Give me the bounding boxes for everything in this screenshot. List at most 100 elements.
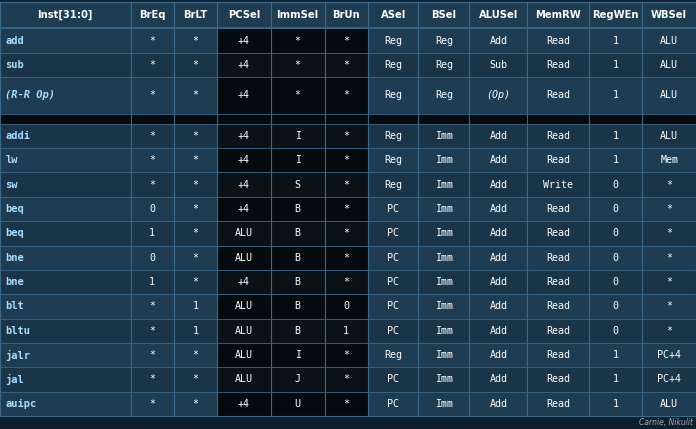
Text: *: * xyxy=(294,36,301,45)
Text: *: * xyxy=(193,399,198,409)
Text: PC: PC xyxy=(387,399,399,409)
Bar xyxy=(0,367,131,392)
Text: PC+4: PC+4 xyxy=(657,350,681,360)
Text: bne: bne xyxy=(5,253,24,263)
Bar xyxy=(469,270,528,294)
Bar xyxy=(589,270,642,294)
Text: BrLT: BrLT xyxy=(183,10,207,20)
Bar xyxy=(367,53,418,77)
Bar xyxy=(528,148,589,172)
Bar xyxy=(469,124,528,148)
Bar xyxy=(174,172,217,197)
Bar xyxy=(174,245,217,270)
Bar xyxy=(589,343,642,367)
Bar xyxy=(367,124,418,148)
Bar xyxy=(174,2,217,28)
Text: *: * xyxy=(343,180,349,190)
Bar xyxy=(217,319,271,343)
Text: Imm: Imm xyxy=(435,131,453,141)
Bar xyxy=(324,124,367,148)
Bar xyxy=(0,148,131,172)
Text: Add: Add xyxy=(489,399,507,409)
Text: ALU: ALU xyxy=(235,375,253,384)
Text: *: * xyxy=(666,302,672,311)
Text: 1: 1 xyxy=(612,131,619,141)
Bar xyxy=(0,270,131,294)
Text: Read: Read xyxy=(546,228,570,239)
Text: 1: 1 xyxy=(612,350,619,360)
Bar xyxy=(589,124,642,148)
Text: 1: 1 xyxy=(193,302,198,311)
Text: 0: 0 xyxy=(343,302,349,311)
Bar xyxy=(131,367,174,392)
Bar xyxy=(367,197,418,221)
Text: MemRW: MemRW xyxy=(535,10,581,20)
Bar xyxy=(174,319,217,343)
Bar xyxy=(324,2,367,28)
Text: *: * xyxy=(193,253,198,263)
Bar xyxy=(271,245,324,270)
Text: Reg: Reg xyxy=(435,91,453,100)
Bar xyxy=(589,77,642,114)
Text: 1: 1 xyxy=(612,155,619,165)
Text: *: * xyxy=(149,60,155,70)
Text: Add: Add xyxy=(489,375,507,384)
Bar xyxy=(217,245,271,270)
Bar xyxy=(174,148,217,172)
Text: 0: 0 xyxy=(612,180,619,190)
Bar xyxy=(469,392,528,416)
Text: *: * xyxy=(294,60,301,70)
Bar xyxy=(528,124,589,148)
Text: *: * xyxy=(149,131,155,141)
Text: 0: 0 xyxy=(612,326,619,336)
Bar xyxy=(324,294,367,319)
Text: *: * xyxy=(149,399,155,409)
Bar xyxy=(324,148,367,172)
Text: 0: 0 xyxy=(612,302,619,311)
Bar xyxy=(217,53,271,77)
Text: Reg: Reg xyxy=(384,350,402,360)
Bar xyxy=(642,343,696,367)
Bar xyxy=(131,294,174,319)
Text: Add: Add xyxy=(489,350,507,360)
Text: Reg: Reg xyxy=(384,180,402,190)
Bar xyxy=(528,172,589,197)
Bar xyxy=(367,2,418,28)
Text: bne: bne xyxy=(5,277,24,287)
Bar xyxy=(271,2,324,28)
Bar xyxy=(418,2,469,28)
Bar xyxy=(528,28,589,53)
Text: lw: lw xyxy=(5,155,17,165)
Bar xyxy=(271,343,324,367)
Text: *: * xyxy=(343,131,349,141)
Text: B: B xyxy=(294,228,301,239)
Text: PC: PC xyxy=(387,277,399,287)
Text: beq: beq xyxy=(5,204,24,214)
Text: *: * xyxy=(193,60,198,70)
Bar xyxy=(367,245,418,270)
Bar xyxy=(528,245,589,270)
Bar xyxy=(367,319,418,343)
Text: +4: +4 xyxy=(238,399,250,409)
Bar xyxy=(528,221,589,245)
Text: Read: Read xyxy=(546,253,570,263)
Bar xyxy=(324,221,367,245)
Bar xyxy=(271,319,324,343)
Bar xyxy=(642,221,696,245)
Bar xyxy=(589,197,642,221)
Bar xyxy=(469,319,528,343)
Text: *: * xyxy=(343,277,349,287)
Text: Reg: Reg xyxy=(384,131,402,141)
Bar xyxy=(131,77,174,114)
Bar xyxy=(0,28,131,53)
Bar xyxy=(418,124,469,148)
Bar xyxy=(217,221,271,245)
Text: 1: 1 xyxy=(612,60,619,70)
Bar xyxy=(418,343,469,367)
Text: PC: PC xyxy=(387,375,399,384)
Bar xyxy=(131,392,174,416)
Bar xyxy=(0,197,131,221)
Bar xyxy=(589,245,642,270)
Text: B: B xyxy=(294,326,301,336)
Text: sub: sub xyxy=(5,60,24,70)
